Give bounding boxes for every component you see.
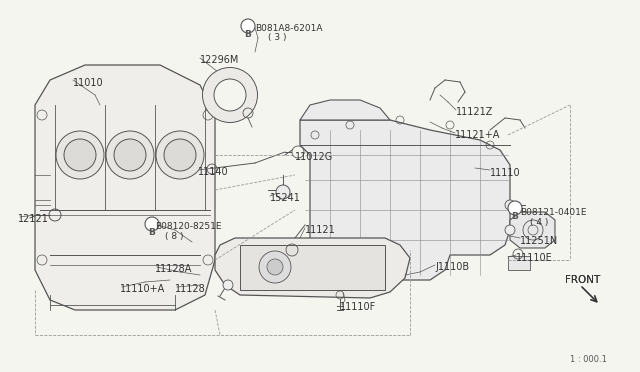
Circle shape	[267, 259, 283, 275]
Ellipse shape	[202, 67, 257, 122]
Text: 11140: 11140	[198, 167, 228, 177]
Text: ( 3 ): ( 3 )	[268, 33, 287, 42]
Text: B: B	[511, 212, 518, 221]
Text: B081A8-6201A: B081A8-6201A	[255, 24, 323, 33]
Text: 11110E: 11110E	[516, 253, 553, 263]
Text: J1110B: J1110B	[435, 262, 469, 272]
Polygon shape	[510, 212, 555, 248]
Circle shape	[145, 217, 159, 231]
Text: FRONT: FRONT	[565, 275, 600, 285]
Text: 11110: 11110	[490, 168, 520, 178]
Circle shape	[241, 19, 255, 33]
Polygon shape	[35, 65, 215, 310]
Text: 11010: 11010	[73, 78, 104, 88]
Text: 11012G: 11012G	[295, 152, 333, 162]
Text: ( 8 ): ( 8 )	[165, 232, 184, 241]
Text: B: B	[244, 29, 252, 38]
Text: 11110+A: 11110+A	[120, 284, 165, 294]
Text: 12296M: 12296M	[200, 55, 239, 65]
Text: 12121: 12121	[18, 214, 49, 224]
Ellipse shape	[106, 131, 154, 179]
Ellipse shape	[156, 131, 204, 179]
Text: 11110F: 11110F	[340, 302, 376, 312]
Text: 15241: 15241	[270, 193, 301, 203]
Ellipse shape	[56, 131, 104, 179]
Circle shape	[505, 200, 515, 210]
Text: B08121-0401E: B08121-0401E	[520, 208, 586, 217]
Ellipse shape	[164, 139, 196, 171]
Ellipse shape	[64, 139, 96, 171]
Text: 11121Z: 11121Z	[456, 107, 493, 117]
Text: 11121: 11121	[305, 225, 336, 235]
Bar	[240, 245, 385, 290]
Circle shape	[259, 251, 291, 283]
Circle shape	[505, 225, 515, 235]
Text: 11121+A: 11121+A	[455, 130, 500, 140]
Polygon shape	[300, 100, 390, 120]
Text: FRONT: FRONT	[565, 275, 600, 285]
Bar	[508, 256, 530, 270]
Text: ( 4 ): ( 4 )	[530, 218, 548, 227]
Text: B: B	[148, 228, 156, 237]
Text: 11251N: 11251N	[520, 236, 558, 246]
Circle shape	[292, 146, 304, 158]
Text: 1 : 000.1: 1 : 000.1	[570, 355, 607, 364]
Circle shape	[276, 185, 290, 199]
Text: 11128A: 11128A	[155, 264, 193, 274]
Polygon shape	[215, 238, 410, 298]
Circle shape	[508, 201, 522, 215]
Polygon shape	[300, 120, 510, 280]
Text: 11128: 11128	[175, 284, 205, 294]
Text: B08120-8251E: B08120-8251E	[155, 222, 221, 231]
Ellipse shape	[214, 79, 246, 111]
Circle shape	[223, 280, 233, 290]
Ellipse shape	[114, 139, 146, 171]
